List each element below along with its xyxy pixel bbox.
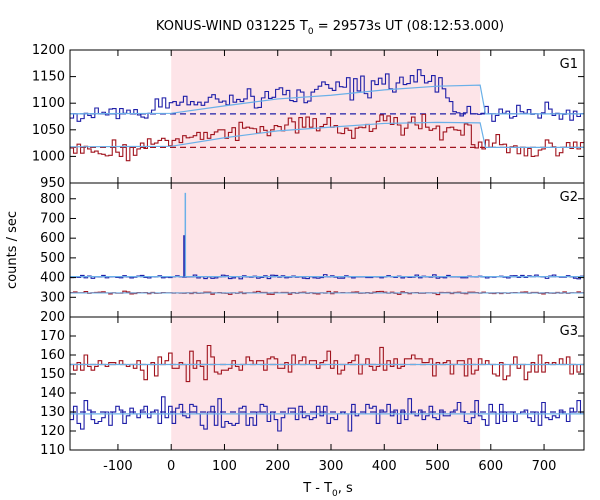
panel-label: G2 <box>560 190 578 205</box>
panels: 95010001050110011501200G1200300400500600… <box>32 43 585 474</box>
x-tick-label: 700 <box>532 459 557 474</box>
y-tick-label: 1200 <box>32 43 65 58</box>
y-tick-label: 600 <box>40 231 65 246</box>
y-tick-label: 1050 <box>32 123 65 138</box>
x-tick-label: -100 <box>103 459 133 474</box>
highlight-band <box>171 183 481 317</box>
fit-red <box>69 121 584 148</box>
x-tick-label: 300 <box>319 459 344 474</box>
y-tick-label: 110 <box>40 443 65 458</box>
y-tick-label: 400 <box>40 271 65 286</box>
x-axis-label: T - T0, s <box>302 481 353 499</box>
panel-label: G3 <box>560 324 578 339</box>
x-tick-label: 100 <box>212 459 237 474</box>
y-tick-label: 700 <box>40 211 65 226</box>
x-tick-label: 400 <box>372 459 397 474</box>
x-tick-label: 500 <box>425 459 450 474</box>
highlight-band <box>171 50 481 183</box>
x-tick-label: 0 <box>167 459 175 474</box>
panel-g2: 200 300 400 500 600 700 800 G2 <box>40 182 585 325</box>
panel-frame <box>69 316 585 451</box>
y-tick-label: 130 <box>40 405 65 420</box>
y-tick-label: 1150 <box>32 70 65 85</box>
fit-blue <box>69 84 584 115</box>
y-tick-label: 500 <box>40 251 65 266</box>
y-tick-label: 150 <box>40 367 65 382</box>
highlight-band <box>171 317 481 450</box>
y-tick-label: 950 <box>40 176 65 191</box>
series-red <box>70 113 584 162</box>
y-axis-label: counts / sec <box>5 211 20 289</box>
chart-title: KONUS-WIND 031225 T0 = 29573s UT (08:12:… <box>156 19 504 37</box>
panel-g1: 950 1000 1050 1100 1150 1200 G1 <box>32 43 585 191</box>
x-tick-label: 600 <box>478 459 503 474</box>
y-tick-label: 1100 <box>32 96 65 111</box>
panel-label: G1 <box>560 57 578 72</box>
y-tick-label: 140 <box>40 386 65 401</box>
y-tick-label: 300 <box>40 290 65 305</box>
series-red <box>70 344 584 383</box>
y-tick-label: 160 <box>40 348 65 363</box>
y-tick-label: 120 <box>40 424 65 439</box>
y-tick-label: 800 <box>40 192 65 207</box>
panel-g3: 110 120 130 140 150 160 170 G3 <box>40 316 585 458</box>
y-tick-label: 200 <box>40 310 65 325</box>
series-blue <box>70 69 584 122</box>
y-tick-label: 1000 <box>32 149 65 164</box>
y-tick-label: 170 <box>40 329 65 344</box>
x-tick-label: 200 <box>265 459 290 474</box>
series-blue <box>70 396 584 432</box>
